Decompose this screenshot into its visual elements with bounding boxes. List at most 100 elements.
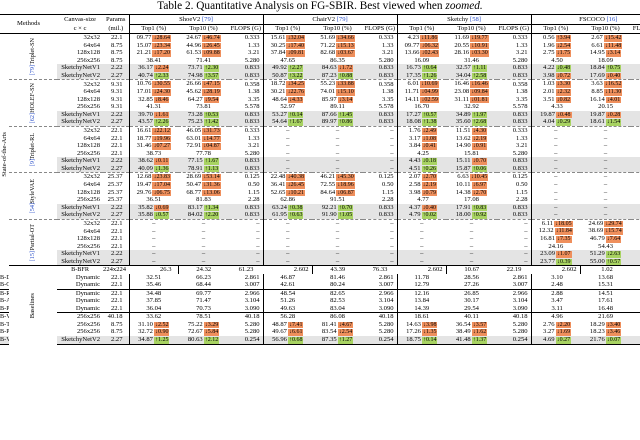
chairv2-top10-cell: 82.53 — [312, 297, 363, 305]
fscoco-flops-cell: 0.833 — [631, 257, 640, 266]
chairv2-top1-cell: 30.25 ↓17.40 — [262, 41, 313, 50]
shoev2-top1-cell: 32.72 ↓0.90 — [128, 328, 179, 337]
params-value: 25.37 — [103, 172, 130, 181]
fscoco-flops-cell: – — [631, 172, 640, 181]
fscoco-top1-cell: 19.87 ↓0.48 — [530, 110, 581, 119]
table-row: SketchyNetV1 2.22 36.17 ↓2.24 73.71 ↑2.30 0.83… — [0, 64, 640, 72]
canvas-size: 128x128 — [76, 142, 101, 150]
metric-value: 81.83 — [196, 196, 211, 204]
improvement-badge: ↑0.64 — [421, 65, 438, 72]
method-ref: [62] — [29, 113, 37, 124]
sketchy-top10-cell: 13.62 ↓2.19 — [446, 135, 497, 143]
metric-value: 16.48 — [598, 304, 613, 312]
shoev2-top1-cell: – — [128, 218, 179, 228]
shoev2-flops-header: FLOPS (G) — [230, 25, 262, 32]
metric-value: 18.77 — [136, 134, 152, 142]
metric-value: 15.87 — [455, 164, 471, 172]
metric-value: 31.46 — [136, 142, 152, 150]
method-name-text: HOLEF-SN — [29, 83, 37, 113]
shoev2-top1-cell: 21.21 ↓17.20 — [128, 49, 179, 57]
metric-value: 4.50 — [551, 56, 563, 64]
sketchy-top1-cell: – — [396, 250, 447, 258]
drop-badge: ↓4.33 — [287, 96, 304, 104]
chairv2-flops-cell: 1.33 — [382, 41, 394, 49]
method-name-text: B-VGG16-SN — [0, 313, 9, 321]
canvas-size: Dynamic — [75, 281, 101, 289]
metric-value: 66.23 — [196, 273, 211, 281]
drop-badge: ↓29.74 — [604, 220, 623, 228]
fscoco-flops-cell: 0.333 — [631, 218, 640, 228]
improvement-badge: ↑0.68 — [287, 337, 304, 344]
metric-value: 48.87 — [272, 320, 287, 328]
params-value: 2.27 — [103, 211, 130, 220]
metric-value: 31.11 — [454, 95, 470, 103]
sketchy-top1-cell: 2.58 ↓2.19 — [396, 181, 447, 189]
shoev2-top10-cell: 80.63 ↑2.12 — [178, 336, 230, 345]
metric-value: 4.51 — [409, 164, 421, 172]
sketchy-top1-cell: 6.01 ↓10.69 — [396, 79, 447, 89]
params-value: 2.27 — [103, 336, 130, 345]
metric-value: 53.27 — [272, 110, 287, 118]
fscoco-top1-cell: 23.77 ↓0.39 — [530, 257, 581, 266]
metric-value: 87.66 — [321, 110, 337, 118]
fscoco-top1-cell: 12.32 ↓11.84 — [530, 227, 581, 236]
drop-badge: ↓0.69 — [153, 204, 170, 212]
sketchy-flops-cell: – — [497, 250, 532, 258]
metric-value: 72.55 — [320, 181, 336, 188]
metric-value: 3.98 — [409, 188, 421, 196]
fscoco-top10-cell: – — [603, 142, 608, 150]
drop-badge: ↓33.88 — [336, 81, 355, 89]
metric-value: 15.11 — [456, 157, 471, 165]
chairv2-top1-cell: – — [262, 157, 313, 165]
metric-value: 28.69 — [186, 173, 202, 181]
params-value: 9.31 — [103, 79, 130, 89]
shoev2-top10-cell: 68.44 — [178, 281, 229, 289]
metric-value: 3.98 — [543, 71, 555, 79]
improvement-badge: ↑0.57 — [605, 258, 622, 266]
chairv2-top1-cell: – — [262, 164, 313, 173]
shoev2-top10-cell: 78.91 ↑1.13 — [178, 164, 230, 173]
chairv2-top10-cell: 87.23 ↑0.88 — [312, 71, 364, 80]
metric-value: 17.91 — [455, 203, 471, 211]
metric-value: 61.95 — [272, 211, 287, 219]
shoev2-top10-cell: 64.27 ↓9.54 — [178, 96, 229, 104]
fscoco-top10-cell: 6.61 ↓11.48 — [580, 42, 631, 50]
metric-value: 52.97 — [280, 103, 296, 111]
metric-value: 4.25 — [417, 149, 429, 157]
drop-badge: ↓15.42 — [603, 35, 623, 42]
drop-badge: ↓0.28 — [605, 111, 622, 119]
fscoco-top1-cell: – — [530, 125, 581, 135]
drop-badge: ↓1.07 — [556, 251, 572, 258]
drop-badge: ↓31.73 — [202, 127, 221, 135]
metric-value: 21.76 — [589, 336, 605, 344]
method-name: B-PKT [48] — [0, 305, 9, 313]
sketchy-top1-cell: 4.23 ↓11.86 — [396, 32, 447, 42]
chairv2-top10-cell: – — [335, 242, 340, 250]
canvas-size: SketchyNetV2 — [57, 118, 104, 127]
metric-value: 49.92 — [272, 64, 287, 72]
metric-value: 2.01 — [543, 88, 555, 96]
drop-badge: ↓1.35 — [421, 329, 438, 337]
shoev2-flops-cell: 0.125 — [229, 172, 264, 181]
shoev2-top1-cell: 35.46 — [128, 281, 179, 290]
sketchy-top10-cell: 17.91 ↑0.83 — [446, 203, 498, 212]
sketchy-top10-cell: 28.16 ↓03.30 — [446, 49, 497, 57]
shoev2-flops-cell: 0.833 — [229, 164, 264, 173]
chairv2-flops-cell: 0.833 — [363, 211, 398, 220]
drop-badge: ↓2.32 — [555, 89, 572, 96]
chairv2-top1-cell: – — [262, 142, 313, 150]
fscoco-flops-cell: 5.578 — [631, 103, 640, 111]
drop-badge: ↓06.87 — [336, 189, 355, 197]
shoev2-top1-cell: 32.85 ↓8.46 — [128, 95, 179, 104]
params-value: 22.1 — [103, 288, 130, 298]
shoev2-top1-cell: 35.82 ↓0.69 — [128, 203, 179, 212]
metric-value: 10.76 — [136, 80, 152, 88]
chairv2-flops-cell: 3.104 — [378, 297, 394, 305]
chairv2-flops-cell: 5.280 — [378, 320, 394, 328]
shoev2-top10-cell: 71.41 — [178, 57, 229, 65]
canvas-size: 64x64 — [83, 88, 101, 96]
table-row: 64x64 22.1 18.77 ↓19.96 63.01 ↓14.77 1.33– – –3.… — [0, 134, 640, 143]
metric-value: 47.65 — [280, 56, 296, 64]
sketchy-top1-cell: 18.08 ↑1.38 — [396, 118, 447, 127]
metric-value: 82.68 — [320, 49, 336, 57]
